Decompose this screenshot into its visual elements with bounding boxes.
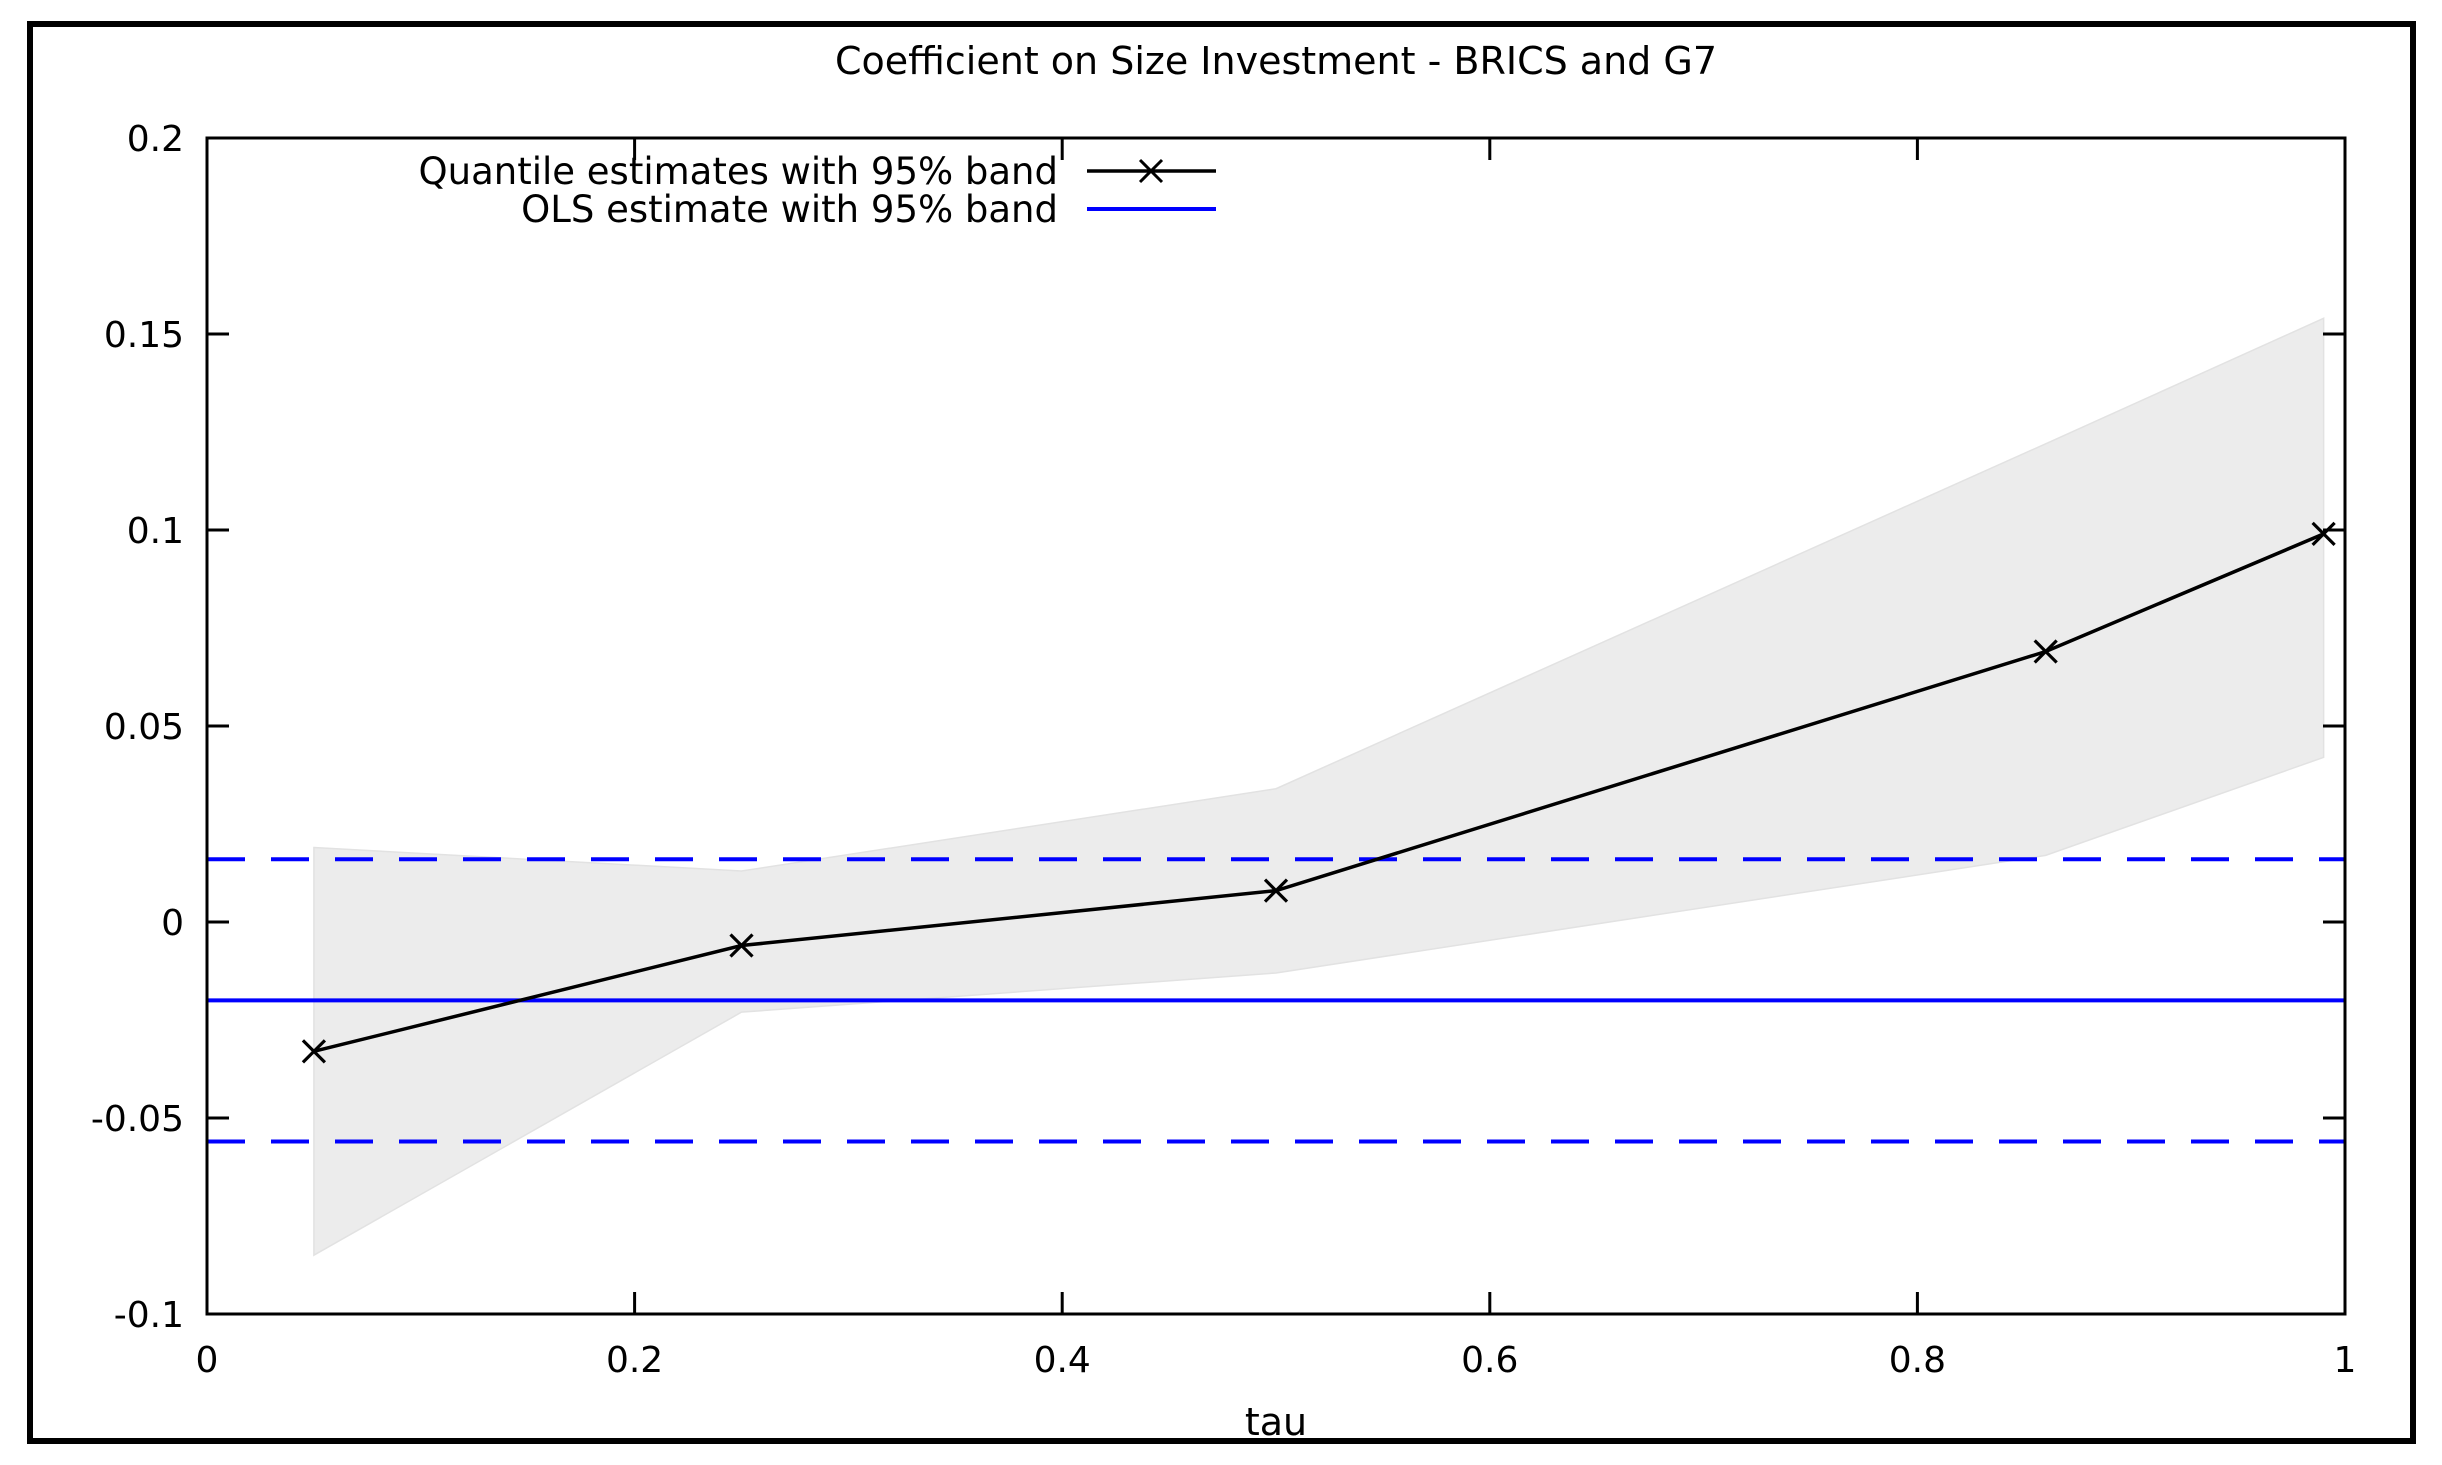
ols-lines-layer [207,857,2345,1144]
y-tick-label: 0.1 [127,511,184,552]
x-marker-stroke [301,1039,327,1064]
quantile-point-x-marker [2033,639,2058,664]
x-tick-label: 0.8 [1889,1340,1946,1381]
x-tick-label: 0 [196,1340,219,1381]
x-marker-stroke [729,933,754,958]
x-tick-label: 0.4 [1034,1340,1091,1381]
legend-quantile-label: Quantile estimates with 95% band [419,150,1059,193]
legend-quantile-x-marker-icon [1138,158,1164,184]
y-tick-label: -0.1 [114,1295,184,1336]
legend: Quantile estimates with 95% band OLS est… [419,150,1216,231]
y-tick-label: 0 [161,903,184,944]
y-tick-label: 0.2 [127,119,184,160]
quantile-confidence-band [313,317,2325,1257]
chart-title: Coefficient on Size Investment - BRICS a… [835,39,1717,83]
x-marker-stroke [2033,639,2058,664]
y-tick-label: -0.05 [91,1099,184,1140]
axes-layer [205,136,2347,1316]
quantile-point-x-marker [729,933,754,958]
quantile-point-x-marker [301,1039,327,1064]
tick-labels-layer: 0 0.2 0.4 0.6 0.8 1 -0.1 -0.05 0 0.05 0.1 0.15 0.2 [91,119,2357,1381]
quantile-line-layer [301,521,2336,1064]
x-tick-label: 0.2 [606,1340,663,1381]
quantile-point-x-marker [1263,878,1289,903]
y-tick-label: 0.15 [104,315,184,356]
y-tick-label: 0.05 [104,707,184,748]
confidence-band-layer [313,317,2325,1257]
legend-ols-label: OLS estimate with 95% band [521,188,1058,231]
figure-border [27,21,2416,1444]
x-marker-stroke [1263,878,1289,903]
x-tick-label: 0.6 [1461,1340,1518,1381]
x-tick-label: 1 [2334,1340,2357,1381]
x-axis-label: tau [1245,1400,1307,1444]
x-marker-stroke [2311,521,2336,547]
quantile-point-x-marker [2311,521,2336,547]
